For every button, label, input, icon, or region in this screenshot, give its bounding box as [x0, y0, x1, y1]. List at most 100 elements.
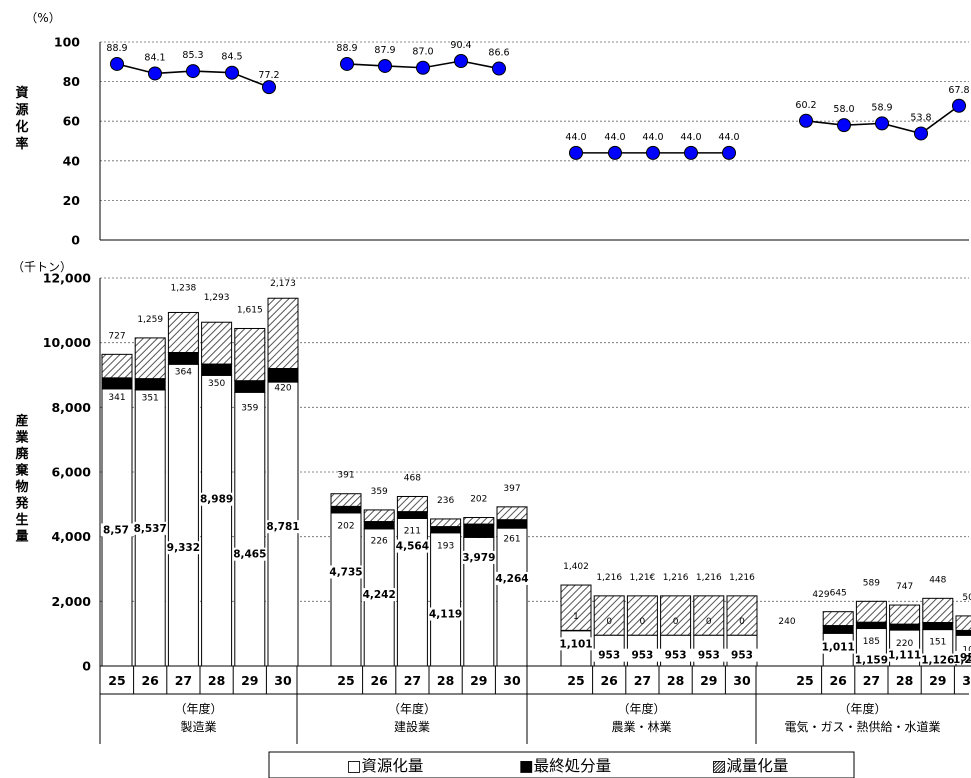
reduction-data-label: 1,259	[137, 315, 163, 325]
rate-data-label: 44.0	[680, 132, 701, 143]
bar-reduction-segment	[101, 353, 133, 379]
lower-ylabel-char: 発	[14, 496, 29, 512]
rate-data-label: 67.8	[948, 85, 969, 96]
resource-label-bg	[99, 523, 133, 537]
disposal-data-label: 240	[778, 617, 795, 627]
lower-ytick-label: 12,000	[43, 271, 92, 286]
reduction-data-label: 727	[108, 331, 125, 341]
rate-data-label: 58.9	[871, 102, 892, 113]
upper-ytick-label: 80	[63, 74, 81, 89]
resource-data-label: 4,242	[363, 589, 396, 601]
year-unit-label: （年度）	[838, 701, 886, 716]
bar-disposal-segment	[267, 368, 299, 383]
disposal-data-label: 411	[470, 531, 487, 541]
disposal-data-label: 341	[108, 393, 125, 403]
reduction-data-label: 747	[896, 582, 913, 592]
disposal-data-label: 0	[606, 617, 612, 627]
year-tick-label: 26	[370, 673, 388, 688]
upper-ylabel-char: 源	[15, 102, 28, 118]
bar-reduction-segment	[822, 611, 854, 627]
bar-disposal-segment	[955, 629, 971, 636]
bar-disposal-segment	[430, 526, 462, 534]
resource-label-bg	[461, 550, 496, 564]
bar-disposal-segment	[855, 621, 887, 630]
reduction-data-label: 1,216	[596, 573, 622, 583]
resource-data-label: 4,119	[429, 609, 462, 621]
reduction-data-label: 504	[962, 593, 971, 603]
rate-data-label: 53.8	[910, 112, 931, 123]
rate-point	[875, 116, 889, 131]
disposal-data-label: 359	[241, 404, 258, 414]
bar-disposal-segment	[363, 521, 395, 530]
reduction-data-label: 1,216	[729, 573, 755, 583]
bar-reduction-segment	[855, 600, 887, 623]
industry-name-label: 建設業	[394, 719, 430, 734]
rate-data-label: 44.0	[718, 132, 739, 143]
year-tick-label: 25	[108, 673, 125, 688]
resource-label-bg	[725, 648, 759, 662]
resource-label-bg	[428, 607, 463, 621]
bar-reduction-segment	[463, 517, 495, 525]
bar-disposal-segment	[101, 377, 133, 390]
rate-data-label: 84.1	[144, 52, 165, 63]
disposal-data-label: 151	[929, 637, 946, 647]
year-tick-label: 25	[567, 673, 584, 688]
year-tick-label: 28	[437, 673, 454, 688]
resource-label-bg	[821, 640, 856, 654]
reduction-data-label: 448	[929, 575, 946, 585]
rate-data-label: 87.0	[412, 47, 433, 58]
year-tick-label: 30	[503, 673, 521, 688]
year-tick-label: 29	[241, 673, 258, 688]
resource-data-label: 8,57	[103, 524, 129, 536]
bar-reduction-segment	[660, 595, 692, 636]
bar-disposal-segment	[201, 363, 233, 376]
bar-resource-segment	[234, 391, 266, 667]
year-tick-label: 26	[141, 673, 159, 688]
bar-reduction-segment	[330, 493, 362, 507]
year-tick-label: 25	[796, 673, 813, 688]
resource-data-label: 1,111	[888, 650, 921, 662]
rate-point	[454, 54, 468, 69]
year-tick-label: 29	[470, 673, 487, 688]
disposal-data-label: 261	[503, 535, 520, 545]
resource-label-bg	[133, 521, 168, 535]
reduction-data-label: 1,216	[696, 573, 722, 583]
industry-name-label: 製造業	[180, 720, 216, 734]
resource-data-label: 953	[631, 650, 653, 662]
bar-disposal-segment	[889, 623, 921, 631]
bar-reduction-segment	[626, 595, 658, 636]
reduction-data-label: 1,238	[171, 283, 197, 293]
rate-point	[492, 61, 506, 76]
resource-data-label: 950	[960, 652, 971, 664]
resource-data-label: 4,735	[329, 566, 362, 578]
year-tick-label: 27	[175, 673, 192, 688]
bar-reduction-segment	[726, 595, 758, 636]
legend-box	[268, 751, 855, 778]
rate-point	[684, 145, 698, 160]
reduction-data-label: 468	[404, 473, 421, 483]
rate-data-label: 90.4	[450, 40, 471, 51]
upper-unit-label: （%）	[25, 11, 60, 25]
bar-reduction-segment	[496, 506, 528, 521]
bar-reduction-segment	[234, 327, 266, 382]
industry-name-label: 農業・林業	[611, 720, 671, 734]
year-tick-label: 26	[829, 673, 847, 688]
rate-point	[225, 65, 239, 80]
industry-name-label: 電気・ガス・熱供給・水道業	[784, 719, 940, 734]
lower-ylabel-char: 物	[15, 479, 28, 495]
bar-resource-segment	[167, 363, 199, 667]
bar-disposal-segment	[396, 511, 428, 519]
bar-reduction-segment	[363, 509, 395, 523]
bar-reduction-segment	[922, 597, 954, 623]
resource-label-bg	[362, 588, 397, 602]
resource-data-label: 953	[598, 650, 620, 662]
bar-resource-segment	[496, 527, 528, 667]
year-tick-label: 30	[962, 673, 971, 688]
year-unit-label: （年度）	[388, 701, 436, 716]
rate-data-label: 87.9	[374, 45, 395, 56]
resource-label-bg	[166, 541, 201, 555]
upper-ytick-label: 0	[71, 233, 80, 248]
rate-point	[110, 56, 124, 71]
resource-label-bg	[329, 565, 363, 579]
